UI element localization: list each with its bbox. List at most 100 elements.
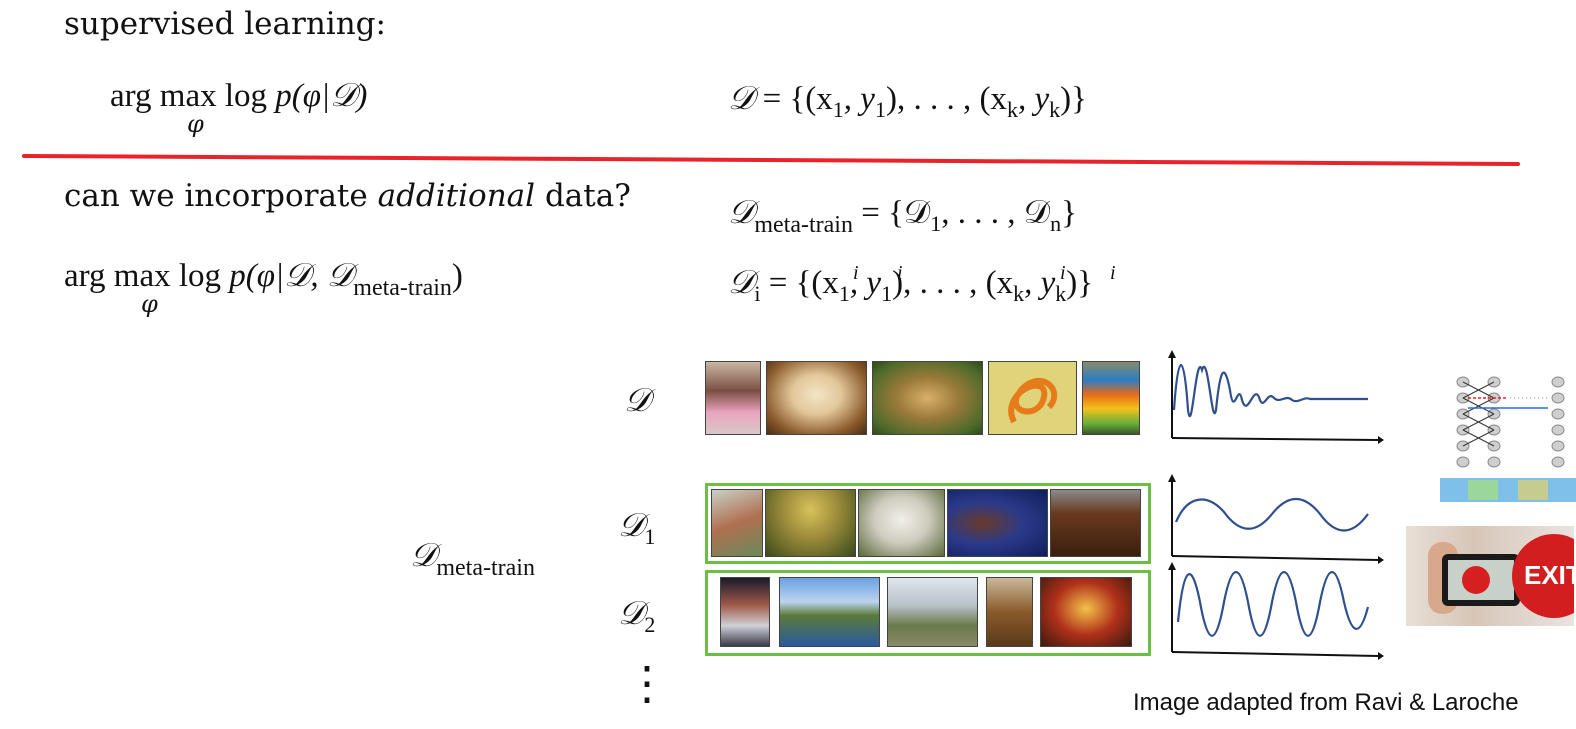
photo-white-dog xyxy=(858,489,945,557)
d1-symbol: 𝒟 xyxy=(618,505,645,544)
wave-d-y-arrow xyxy=(1168,350,1176,358)
wave-plot-d2 xyxy=(1168,562,1384,660)
phone-screen xyxy=(1448,560,1514,600)
row-label-d2: 𝒟2 xyxy=(618,593,655,638)
meta-train-definition: 𝒟meta-train = {𝒟1, . . . , 𝒟n} xyxy=(728,192,1077,239)
dataset-y1: , y xyxy=(843,81,875,117)
photo-barrels xyxy=(986,577,1033,647)
wave-d1-x-axis xyxy=(1171,555,1379,561)
meta-train-symbol: 𝒟 xyxy=(728,192,755,231)
question-post: data? xyxy=(544,178,631,214)
wave-d-x-axis xyxy=(1171,437,1379,441)
task-superscript-3: i xyxy=(1060,262,1066,284)
task-sub-ka: k xyxy=(1013,281,1025,306)
meta-p: p xyxy=(229,258,246,294)
meta-args-sub: meta-train xyxy=(353,275,452,301)
task-rhs-open: = {(x xyxy=(768,265,839,301)
photo-mushroom xyxy=(765,489,856,557)
task-yk: , y xyxy=(1024,265,1056,301)
sub-1a: 1 xyxy=(832,97,844,122)
dataset-yk: , y xyxy=(1017,81,1050,117)
vertical-ellipsis: ⋮ xyxy=(624,656,670,710)
d1-sub: 1 xyxy=(644,524,656,549)
task-sub-kb: k xyxy=(1055,281,1067,306)
photo-bowls xyxy=(1082,361,1140,435)
photo-tank xyxy=(887,577,978,647)
d2-sub: 2 xyxy=(644,612,656,637)
photo-singer xyxy=(947,489,1048,557)
dataset-symbol: 𝒟 xyxy=(728,78,755,117)
exit-sign-text: EXIT xyxy=(1524,560,1574,590)
task-symbol: 𝒟 xyxy=(728,262,755,301)
argmax-subscript: φ xyxy=(187,110,204,138)
log-text: log xyxy=(224,78,268,114)
d2-symbol: 𝒟 xyxy=(618,593,645,632)
meta-log: log xyxy=(178,258,222,294)
task-superscript-1: i xyxy=(853,262,859,284)
task-sub: i xyxy=(754,281,761,306)
photo-dog xyxy=(766,361,867,435)
meta-sub-n: n xyxy=(1050,211,1062,236)
task-close: )} xyxy=(1066,265,1094,301)
wave-d1-x-arrow xyxy=(1378,556,1384,564)
dataset-rhs-open: = {(x xyxy=(762,81,833,117)
meta-label-symbol: 𝒟 xyxy=(410,535,437,574)
supervised-heading: supervised learning: xyxy=(64,6,386,42)
exit-sign: EXIT xyxy=(1512,534,1574,618)
photo-cliff xyxy=(779,577,880,647)
wave-d-x-arrow xyxy=(1378,436,1384,444)
task-sub-1b: 1 xyxy=(881,281,893,306)
objective-args: (φ|𝒟) xyxy=(291,78,368,114)
task-box-d1 xyxy=(705,483,1151,564)
task-sub-1a: 1 xyxy=(838,281,850,306)
dataset-definition: 𝒟 = {(x1, y1), . . . , (xk, yk)} xyxy=(728,78,1087,123)
sub-ka: k xyxy=(1006,97,1018,122)
photo-dessert xyxy=(705,361,761,435)
supervised-objective: arg max log p(φ|𝒟) xyxy=(110,78,367,115)
row-label-d: 𝒟 xyxy=(624,380,651,419)
image-caption: Image adapted from Ravi & Laroche xyxy=(1133,689,1519,716)
task-mid: ), . . . , (x xyxy=(892,265,1014,301)
photo-bird xyxy=(711,489,763,557)
task-superscript-2: i xyxy=(897,262,903,284)
wave-d-curve xyxy=(1172,363,1368,418)
meta-train-close: } xyxy=(1061,195,1077,231)
dataset-mid: ), . . . , (x xyxy=(885,81,1007,117)
row-label-d1: 𝒟1 xyxy=(618,505,655,550)
meta-args-post: ) xyxy=(451,258,463,294)
wave-d2-x-arrow xyxy=(1378,652,1384,660)
task-definition: 𝒟i = {(x1, y1), . . . , (xk, yk)} xyxy=(728,262,1093,307)
screen-red-circle xyxy=(1462,566,1490,594)
network-diagram xyxy=(1440,376,1576,502)
photo-pretzel xyxy=(988,361,1077,435)
photo-piano xyxy=(1050,489,1141,557)
wave-d2-y-arrow xyxy=(1168,562,1176,570)
photo-gymnast xyxy=(720,577,770,647)
photo-phone-exit: EXIT xyxy=(1406,526,1574,626)
meta-train-sub: meta-train xyxy=(754,212,853,238)
sub-kb: k xyxy=(1049,97,1061,122)
dataset-close: )} xyxy=(1060,81,1087,117)
task-box-d2 xyxy=(705,570,1151,656)
meta-objective: arg max log p(φ|𝒟, 𝒟meta-train) xyxy=(64,258,463,302)
sub-1b: 1 xyxy=(874,97,886,122)
argmax-text: arg max xyxy=(110,78,217,114)
meta-train-rhs: = {𝒟 xyxy=(861,195,931,231)
meta-train-mid: , . . . , 𝒟 xyxy=(941,195,1051,231)
task-y1: , y xyxy=(849,265,882,301)
task-superscript-4: i xyxy=(1110,262,1116,284)
photo-lion xyxy=(872,361,983,435)
photo-carousel xyxy=(1040,577,1132,647)
wave-plot-d xyxy=(1168,350,1384,444)
wave-plot-d1 xyxy=(1168,474,1384,564)
question-pre: can we incorporate xyxy=(64,178,368,214)
wave-d1-curve xyxy=(1174,498,1369,532)
meta-label-sub: meta-train xyxy=(436,555,535,581)
meta-sub-1: 1 xyxy=(930,211,942,236)
wave-d2-x-axis xyxy=(1171,651,1379,657)
wave-d2-curve xyxy=(1176,570,1370,637)
p-text: p xyxy=(275,78,292,114)
additional-question: can we incorporate additional data? xyxy=(64,178,631,214)
phone-shape xyxy=(1442,554,1520,606)
meta-argmax: arg max xyxy=(64,258,171,294)
